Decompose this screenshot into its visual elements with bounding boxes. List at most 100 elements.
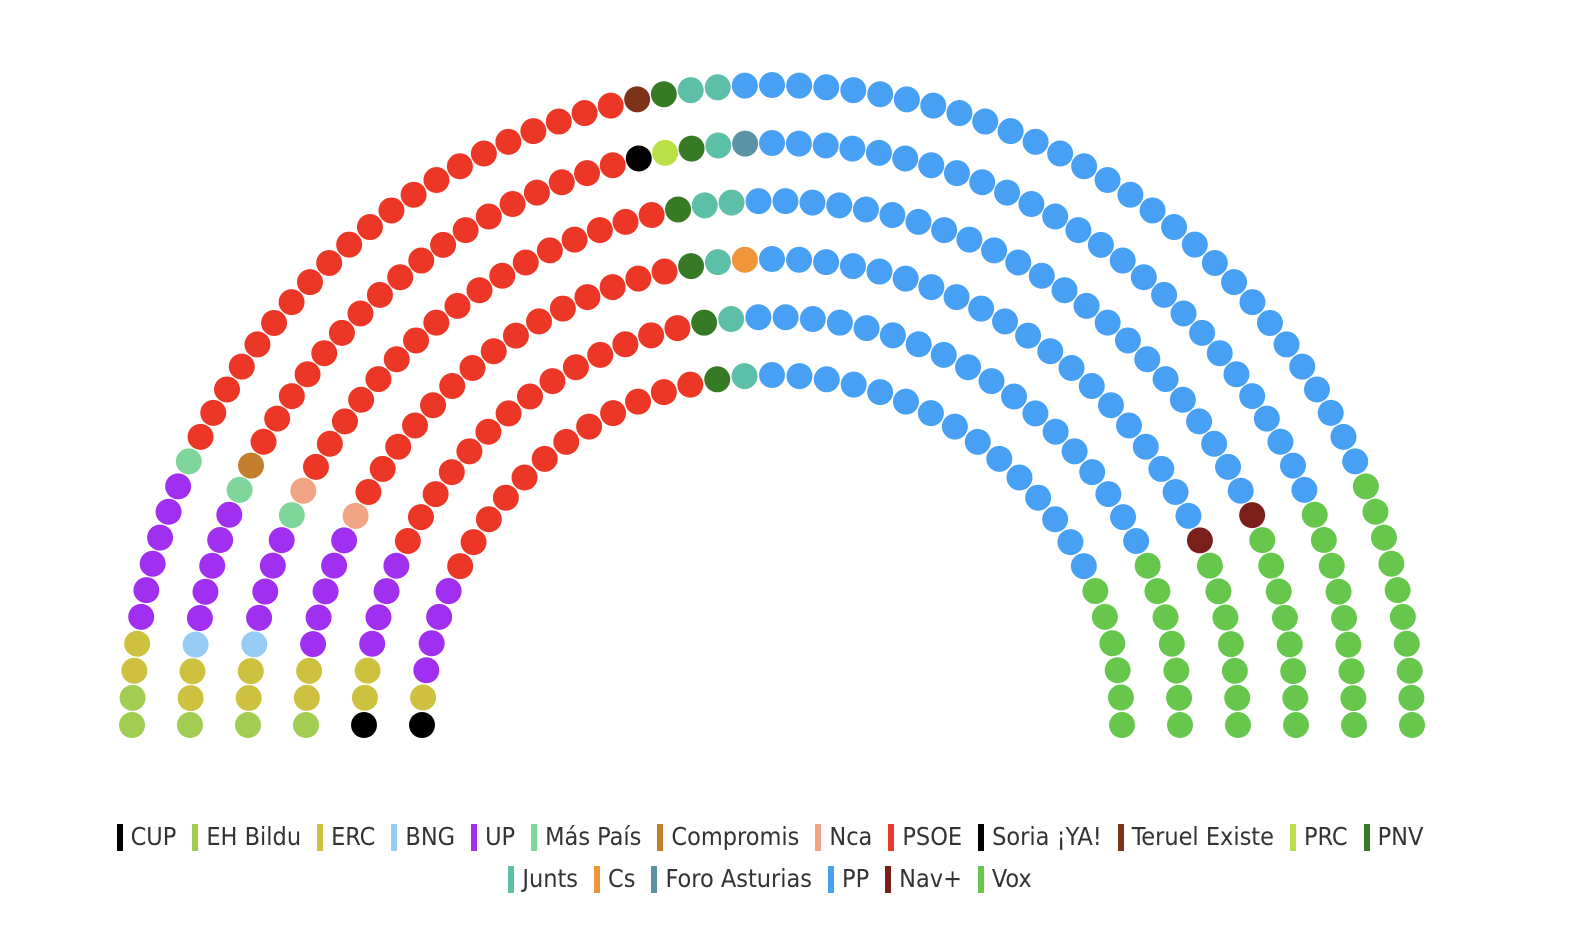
seat (1181, 231, 1208, 258)
seat (1212, 604, 1239, 631)
seat (499, 191, 526, 218)
seat (1310, 527, 1337, 554)
seat (1166, 684, 1193, 711)
seat (296, 657, 323, 684)
seat (1001, 383, 1028, 410)
seat (772, 188, 799, 215)
seat (413, 657, 440, 684)
legend-label: Foro Asturias (665, 864, 813, 893)
seat (1091, 603, 1118, 630)
seat (331, 408, 358, 435)
seat (1134, 552, 1161, 579)
seat (1037, 338, 1064, 365)
seat (1158, 630, 1185, 657)
seat (1291, 476, 1318, 503)
seat (785, 130, 812, 157)
seat (799, 189, 826, 216)
seat (1123, 527, 1150, 554)
legend-item: Teruel Existe (1117, 822, 1274, 852)
seat (731, 363, 758, 390)
seat (1022, 128, 1049, 155)
seat (459, 355, 486, 382)
seat (226, 476, 253, 503)
seat (1161, 214, 1188, 241)
seat (586, 217, 613, 244)
seat (1205, 578, 1232, 605)
legend-label: PNV (1377, 822, 1424, 851)
seat (1070, 553, 1097, 580)
seat (650, 81, 677, 108)
seat (1015, 322, 1042, 349)
seat (1057, 529, 1084, 556)
seat (383, 346, 410, 373)
seat (216, 501, 243, 528)
seat (548, 169, 575, 196)
seat (705, 132, 732, 159)
seat (1042, 506, 1069, 533)
seat (786, 246, 813, 273)
seat (576, 413, 603, 440)
seat (228, 353, 255, 380)
seat (147, 524, 174, 551)
seat (652, 139, 679, 166)
legend-item: Cs (594, 864, 635, 894)
seat (1393, 630, 1420, 657)
seat (1132, 433, 1159, 460)
seat (1265, 578, 1292, 605)
seat (124, 630, 151, 657)
seat (997, 118, 1024, 145)
seat (1399, 712, 1425, 738)
seat (430, 231, 457, 258)
seat (1079, 459, 1106, 486)
seat (1325, 578, 1352, 605)
legend-item: Más País (531, 822, 641, 852)
legend-swatch (508, 865, 515, 893)
seat (1110, 504, 1137, 531)
seat (383, 552, 410, 579)
seat (1148, 455, 1175, 482)
seat (278, 289, 305, 316)
seat (1249, 527, 1276, 554)
legend-swatch (471, 823, 478, 851)
seat (410, 684, 437, 711)
seat (1239, 383, 1266, 410)
seat (294, 361, 321, 388)
seat (1239, 502, 1266, 529)
seat (1107, 684, 1134, 711)
seat (444, 292, 471, 319)
seat (892, 145, 919, 172)
legend-item: BNG (391, 822, 455, 852)
legend-item: UP (471, 822, 515, 852)
seat (241, 631, 268, 658)
seat (969, 169, 996, 196)
seat (300, 631, 327, 658)
seat (704, 366, 731, 393)
seat (625, 388, 652, 415)
seat (599, 152, 626, 179)
seat (1018, 191, 1045, 218)
seat (447, 553, 474, 580)
seat (1280, 658, 1307, 685)
seat (1094, 309, 1121, 336)
seat (943, 160, 970, 187)
seat (1104, 657, 1131, 684)
seat (759, 130, 785, 156)
seat (495, 128, 522, 155)
seat (312, 578, 339, 605)
seat (366, 281, 393, 308)
seat (1301, 501, 1328, 528)
seat (1267, 428, 1294, 455)
seat (296, 269, 323, 296)
seat (994, 179, 1021, 206)
seat (1206, 340, 1233, 367)
seat (238, 452, 265, 479)
seat (475, 418, 502, 445)
seat (1398, 684, 1425, 711)
seat (311, 340, 338, 367)
seat (293, 684, 320, 711)
seat (678, 253, 705, 280)
legend-swatch (317, 823, 324, 851)
seat (1283, 712, 1309, 738)
seat (978, 368, 1005, 395)
seat (516, 383, 543, 410)
